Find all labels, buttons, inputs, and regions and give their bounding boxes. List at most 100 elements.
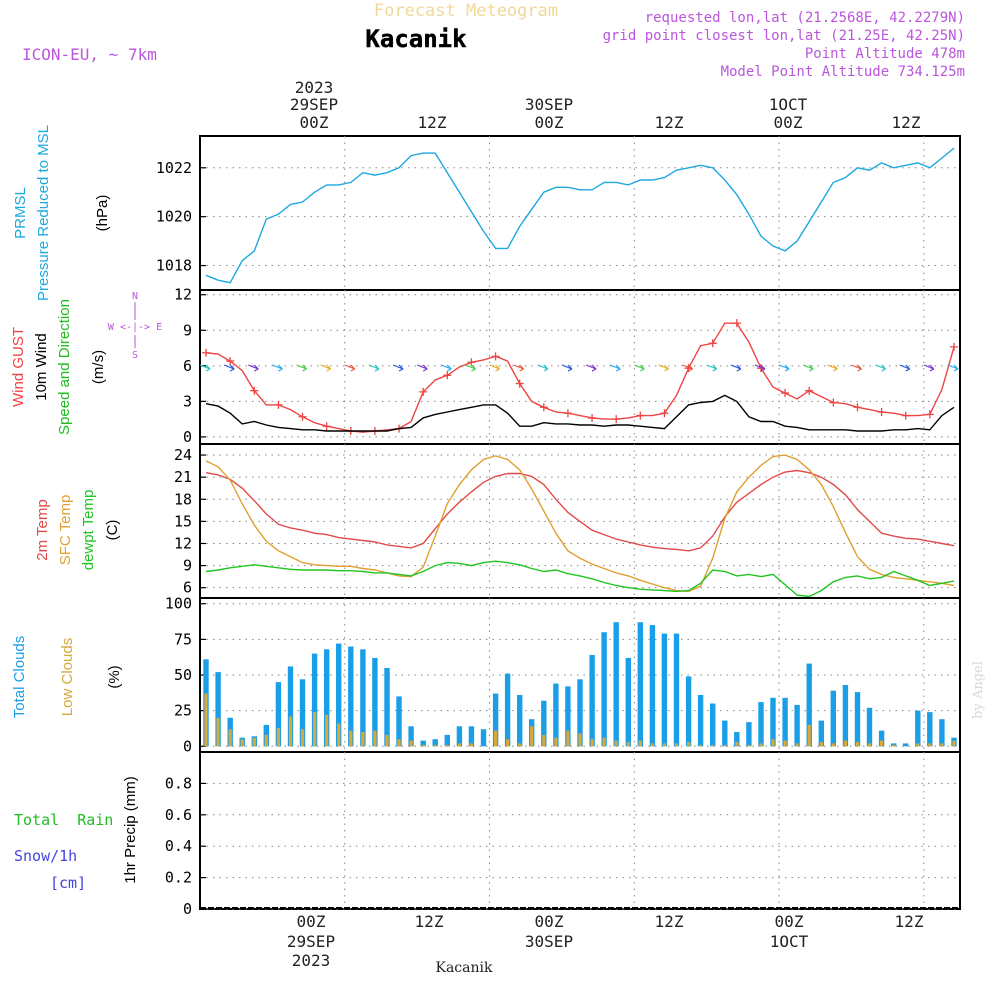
total-cloud-bar — [854, 692, 861, 747]
low-cloud-bar — [337, 723, 341, 747]
y-tick-label: 0.2 — [165, 869, 192, 887]
wind-direction-arrow — [875, 364, 887, 372]
bottom-hour-label: 12Z — [415, 912, 444, 931]
y-tick-label: 9 — [183, 557, 192, 575]
top-hour-label: 12Z — [892, 113, 921, 132]
wind-direction-arrow — [754, 364, 766, 372]
wind-direction-arrow — [585, 364, 597, 372]
precip-panel — [199, 751, 961, 910]
dewpt-temp-line — [205, 560, 955, 598]
wind-direction-arrow — [296, 364, 307, 372]
model-label: ICON-EU, ~ 7km — [22, 45, 157, 64]
gust-marker — [491, 352, 500, 361]
wind-direction-arrow — [513, 364, 525, 372]
rain-label: Total Rain — [14, 811, 113, 829]
temperature-ylabel: SFC Temp — [57, 495, 74, 566]
gust-marker — [612, 415, 621, 424]
gust-marker — [708, 339, 717, 348]
total-cloud-bar — [215, 672, 221, 747]
total-cloud-bar — [734, 732, 740, 747]
total-cloud-bar — [927, 712, 933, 747]
wind-unit: (m/s) — [90, 350, 107, 384]
y-tick-label: 1018 — [156, 257, 192, 275]
total-cloud-bar — [324, 649, 330, 747]
total-cloud-bar — [697, 695, 704, 747]
low-cloud-bar — [204, 693, 208, 747]
low-cloud-bar — [711, 744, 715, 747]
temperature-ylabel: 2m Temp — [34, 499, 51, 560]
bottom-hour-label: 12Z — [655, 912, 684, 931]
bottom-hour-label: 00Z — [535, 912, 564, 931]
low-cloud-bar — [759, 743, 763, 747]
low-cloud-bar — [542, 734, 546, 747]
bottom-date-label: 1OCT — [770, 932, 809, 951]
wind-direction-arrow — [778, 364, 790, 372]
wind-direction-arrow — [730, 364, 742, 372]
low-cloud-bar — [867, 743, 872, 747]
total-cloud-bar — [577, 679, 583, 747]
total-cloud-bar — [553, 683, 559, 747]
y-tick-label: 24 — [174, 446, 192, 464]
y-tick-label: 75 — [174, 630, 192, 648]
low-cloud-bar — [361, 732, 365, 747]
y-tick-label: 25 — [174, 702, 192, 720]
total-cloud-bar — [275, 682, 282, 747]
total-cloud-bar — [625, 657, 631, 747]
wind-direction-arrow — [441, 364, 452, 372]
total-cloud-bar — [866, 707, 873, 747]
gust-marker — [781, 389, 790, 398]
gust-marker — [949, 342, 958, 351]
y-tick-label: 0 — [183, 428, 192, 446]
low-cloud-bar — [771, 739, 775, 747]
gust-marker — [226, 357, 235, 366]
snow-unit-label: [cm] — [50, 874, 86, 892]
low-cloud-bar — [699, 744, 703, 747]
compass-west-east: W <-|-> E — [108, 322, 162, 333]
wind-direction-arrow — [392, 364, 404, 372]
low-cloud-bar — [638, 740, 642, 747]
total-cloud-bar — [492, 693, 499, 747]
temperature-layer: 6 9 12 15 18 21 24 — [174, 444, 960, 598]
y-tick-label: 12 — [174, 534, 192, 552]
top-date-label: 1OCT — [769, 95, 808, 114]
low-cloud-bar — [252, 737, 256, 747]
total-cloud-bar — [661, 633, 668, 747]
gust-marker — [636, 411, 645, 420]
bottom-year-label: 2023 — [292, 951, 331, 970]
y-tick-label: 100 — [165, 595, 192, 613]
low-cloud-bar — [674, 743, 679, 747]
low-cloud-bar — [433, 744, 437, 747]
clouds-ylabel: Total Clouds — [11, 636, 28, 719]
gust-marker — [805, 386, 814, 395]
total-cloud-bar — [541, 700, 547, 747]
sfc-temp-line — [205, 454, 955, 593]
footer-station: Kacanik — [436, 960, 493, 976]
total-cloud-bar — [903, 743, 909, 747]
compass-north: N — [132, 291, 138, 302]
top-hour-label: 12Z — [655, 113, 684, 132]
total-cloud-bar — [601, 632, 607, 747]
wind-direction-arrow — [344, 364, 356, 372]
gust-marker — [298, 412, 307, 421]
total-cloud-bar — [710, 703, 716, 747]
gust-marker — [539, 403, 548, 412]
total-cloud-bar — [649, 625, 656, 747]
pressure-unit: (hPa) — [94, 195, 111, 232]
top-hour-label: 00Z — [774, 113, 803, 132]
total-cloud-bar — [372, 657, 378, 747]
gust-marker — [660, 409, 669, 418]
gust-marker — [732, 319, 741, 328]
y-tick-label: 18 — [174, 490, 192, 508]
low-cloud-bar — [662, 743, 666, 747]
total-cloud-bar — [444, 734, 450, 747]
clouds-unit: (%) — [106, 665, 123, 688]
total-cloud-bar — [311, 653, 318, 747]
total-cloud-bar — [384, 667, 390, 747]
low-cloud-bar — [880, 740, 884, 747]
wind-direction-arrow — [368, 364, 380, 372]
low-cloud-bar — [807, 724, 811, 747]
low-cloud-bar — [952, 740, 956, 747]
wind-direction-arrow — [634, 364, 645, 372]
low-cloud-bar — [578, 733, 582, 747]
wind-direction-arrow — [416, 364, 428, 372]
